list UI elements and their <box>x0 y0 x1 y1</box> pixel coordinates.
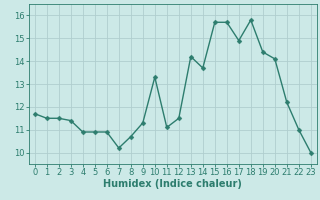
X-axis label: Humidex (Indice chaleur): Humidex (Indice chaleur) <box>103 179 242 189</box>
